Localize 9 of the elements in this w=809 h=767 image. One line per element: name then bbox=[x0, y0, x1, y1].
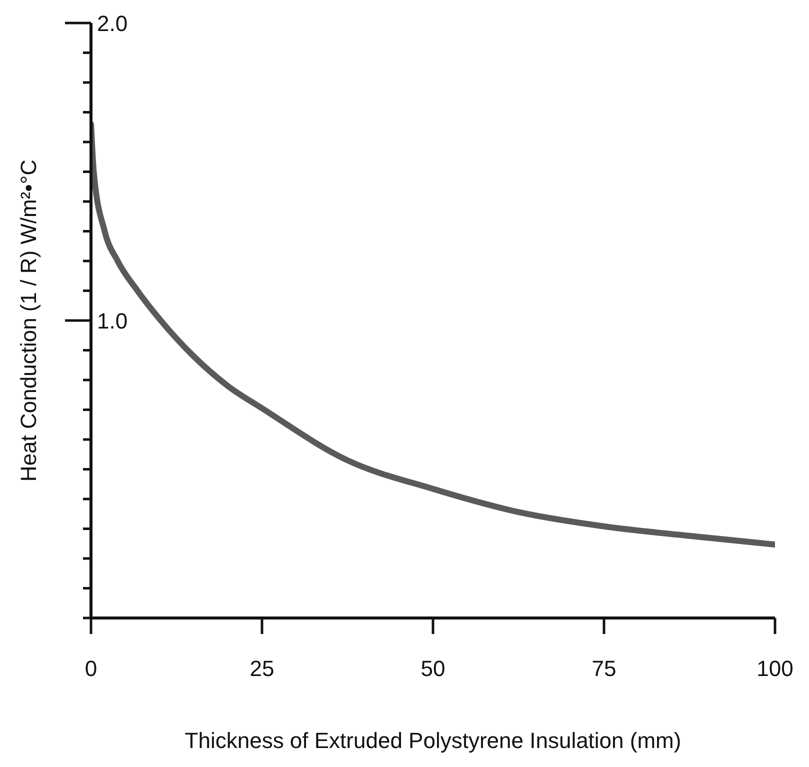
y-tick-label: 2.0 bbox=[97, 10, 128, 36]
x-tick-label: 75 bbox=[592, 656, 616, 681]
y-axis-title: Heat Conduction (1 / R) W/m²•°C bbox=[16, 159, 41, 482]
x-tick-label: 25 bbox=[250, 656, 274, 681]
y-tick-label: 1.0 bbox=[97, 308, 128, 334]
x-tick-label: 50 bbox=[420, 656, 446, 681]
x-tick-label: 100 bbox=[756, 656, 794, 681]
x-tick-label: 0 bbox=[84, 656, 98, 681]
x-axis-title: Thickness of Extruded Polystyrene Insulation (mm) bbox=[184, 728, 682, 753]
